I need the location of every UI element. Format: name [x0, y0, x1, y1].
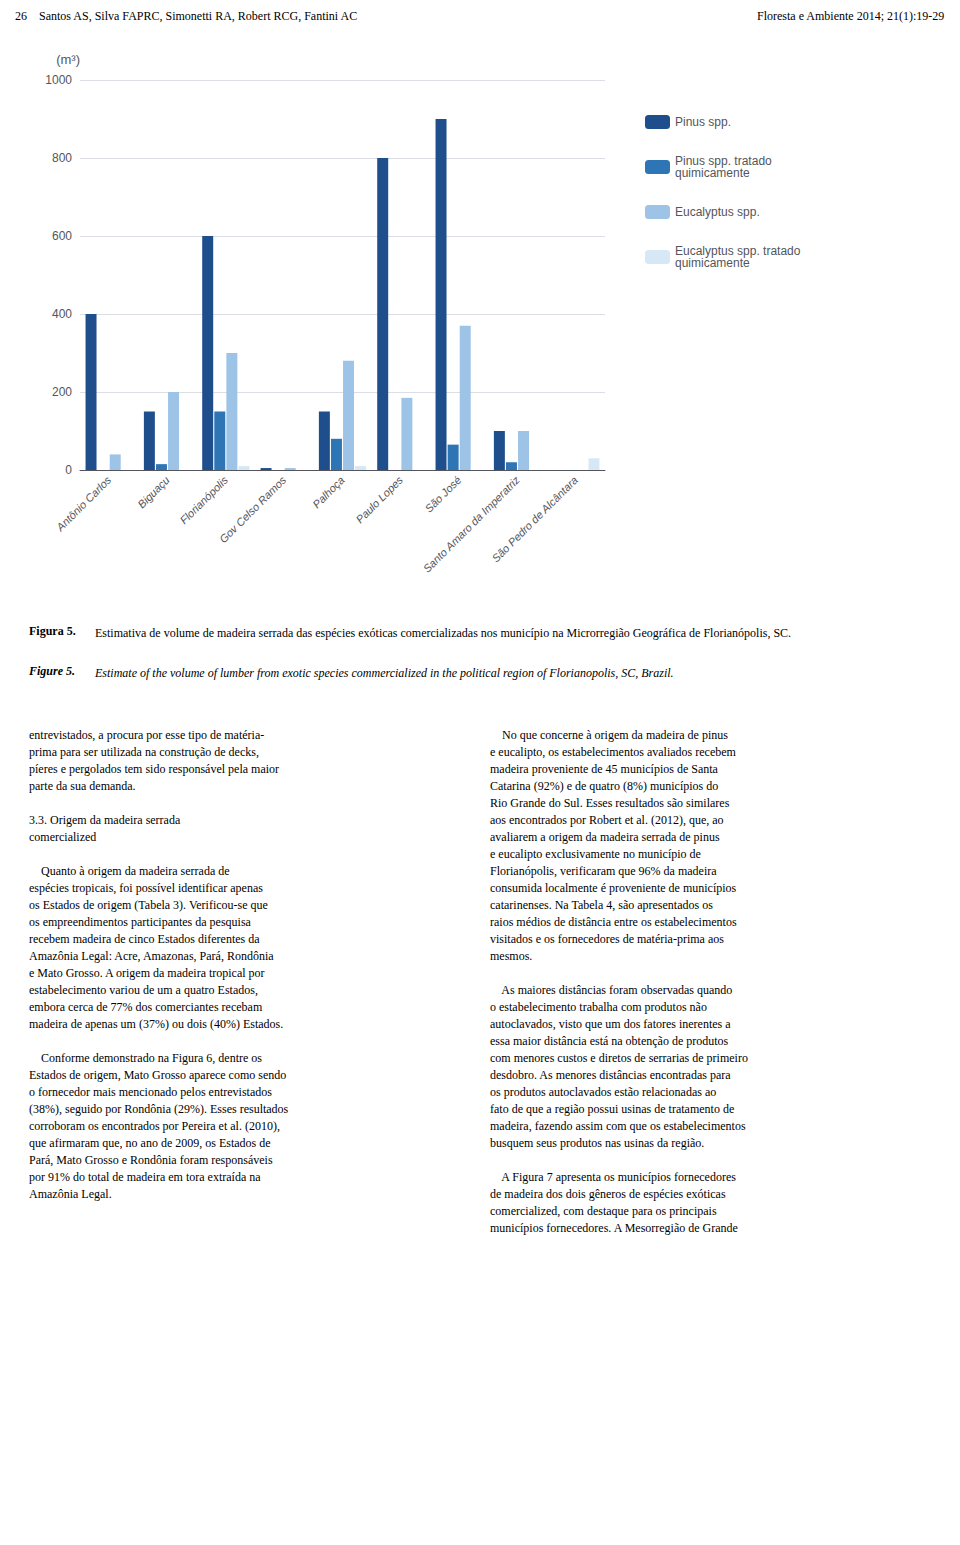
svg-text:Pará, Mato Grosso e Rondônia f: Pará, Mato Grosso e Rondônia foram respo… [29, 1153, 273, 1167]
svg-text:Antônio Carlos: Antônio Carlos [53, 473, 113, 533]
svg-text:comercialized: comercialized [29, 830, 96, 844]
svg-text:Figure 5.: Figure 5. [28, 664, 75, 678]
svg-text:autoclavados, visto que um dos: autoclavados, visto que um dos fatores i… [490, 1017, 731, 1031]
svg-text:São Pedro de Alcântara: São Pedro de Alcântara [489, 474, 580, 565]
svg-text:com menores custos e diretos d: com menores custos e diretos de serraria… [490, 1051, 748, 1065]
svg-text:madeira de apenas um (37%) ou: madeira de apenas um (37%) ou dois (40%)… [29, 1017, 283, 1031]
svg-text:600: 600 [52, 229, 72, 243]
svg-text:madeira proveniente de 45 muni: madeira proveniente de 45 municípios de … [490, 762, 719, 776]
svg-text:estabelecimento variou de um a: estabelecimento variou de um a quatro Es… [29, 983, 258, 997]
svg-text:Amazônia Legal: Acre, Amazonas: Amazônia Legal: Acre, Amazonas, Pará, Ro… [29, 949, 274, 963]
svg-text:Estimate of the volume of lumb: Estimate of the volume of lumber from ex… [94, 666, 674, 680]
svg-text:Pinus spp. tratado: Pinus spp. tratado [675, 154, 772, 168]
svg-text:Biguaçu: Biguaçu [135, 474, 172, 511]
svg-text:Eucalyptus spp. tratado: Eucalyptus spp. tratado [675, 244, 801, 258]
svg-text:prima para ser utilizada na co: prima para ser utilizada na construção d… [29, 745, 259, 759]
svg-text:Eucalyptus spp.: Eucalyptus spp. [675, 205, 760, 219]
svg-text:Gov Celso Ramos: Gov Celso Ramos [217, 473, 289, 545]
svg-text:800: 800 [52, 151, 72, 165]
svg-text:entrevistados, a procura por e: entrevistados, a procura por esse tipo d… [29, 728, 264, 742]
svg-text:os produtos autoclavados estão: os produtos autoclavados estão relaciona… [490, 1085, 716, 1099]
svg-text:As maiores distâncias foram ob: As maiores distâncias foram observadas q… [490, 983, 732, 997]
svg-text:píeres e pergolados tem sido r: píeres e pergolados tem sido responsável… [29, 762, 279, 776]
svg-text:recebem madeira de cinco Estad: recebem madeira de cinco Estados diferen… [29, 932, 260, 946]
svg-text:Estimativa de volume de madeir: Estimativa de volume de madeira serrada … [95, 626, 791, 640]
svg-text:26 Santos AS, Silva FAPRC,: 26 Santos AS, Silva FAPRC, Simonetti RA,… [15, 9, 357, 23]
svg-text:catarinenses. Na Tabela 4, são: catarinenses. Na Tabela 4, são apresenta… [490, 898, 713, 912]
svg-text:e eucalipto, os estabeleciment: e eucalipto, os estabelecimentos avaliad… [490, 745, 737, 759]
svg-text:os Estados de origem (Tabela 3: os Estados de origem (Tabela 3). Verific… [29, 898, 268, 912]
svg-text:quimicamente: quimicamente [675, 166, 750, 180]
svg-text:embora cerca de 77% dos comerc: embora cerca de 77% dos comerciantes rec… [29, 1000, 263, 1014]
svg-text:espécies tropicais, foi possív: espécies tropicais, foi possível identif… [29, 881, 263, 895]
svg-text:e Mato Grosso. A origem da mad: e Mato Grosso. A origem da madeira tropi… [29, 966, 265, 980]
svg-text:parte da sua demanda.: parte da sua demanda. [29, 779, 136, 793]
svg-text:o fornecedor mais mencionado p: o fornecedor mais mencionado pelos entre… [29, 1085, 272, 1099]
svg-text:A Figura 7 apresenta os municí: A Figura 7 apresenta os municípios forne… [490, 1170, 736, 1184]
svg-text:0: 0 [65, 463, 72, 477]
svg-text:Palhoça: Palhoça [310, 474, 347, 511]
svg-text:Amazônia Legal.: Amazônia Legal. [29, 1187, 112, 1201]
svg-text:Quanto à origem da madeira ser: Quanto à origem da madeira serrada de [29, 864, 230, 878]
svg-text:fato de que a região possui us: fato de que a região possui usinas de tr… [490, 1102, 734, 1116]
svg-text:Florianópolis, verificaram que: Florianópolis, verificaram que 96% da ma… [490, 864, 717, 878]
svg-text:e eucalipto exclusivamente no: e eucalipto exclusivamente no município … [490, 847, 701, 861]
svg-text:São José: São José [423, 474, 464, 515]
svg-text:No que concerne à origem da ma: No que concerne à origem da madeira de p… [490, 728, 728, 742]
svg-text:(m³): (m³) [56, 52, 80, 67]
svg-text:(38%), seguido por Rondônia (2: (38%), seguido por Rondônia (29%). Esses… [29, 1102, 289, 1116]
svg-text:Catarina (92%) e de quatro (8%: Catarina (92%) e de quatro (8%) municípi… [490, 779, 718, 793]
svg-text:Paulo Lopes: Paulo Lopes [353, 473, 405, 525]
svg-text:visitados e os fornecedores de: visitados e os fornecedores de matéria-p… [490, 932, 724, 946]
svg-text:que afirmaram que, no ano de 2: que afirmaram que, no ano de 2009, os Es… [29, 1136, 271, 1150]
svg-text:Conforme demonstrado na Figura: Conforme demonstrado na Figura 6, dentre… [29, 1051, 262, 1065]
svg-text:Floresta e Ambiente 2014; 21(1: Floresta e Ambiente 2014; 21(1):19-29 [757, 9, 944, 23]
svg-text:aos encontrados por Robert et: aos encontrados por Robert et al. (2012)… [490, 813, 724, 827]
svg-text:de madeira dos dois gêneros de: de madeira dos dois gêneros de espécies … [490, 1187, 726, 1201]
svg-text:desdobro. As menores distância: desdobro. As menores distâncias encontra… [490, 1068, 731, 1082]
svg-text:municípios fornecedores. A Mes: municípios fornecedores. A Mesorregião d… [490, 1221, 738, 1235]
svg-text:corroboram os encontrados por: corroboram os encontrados por Pereira et… [29, 1119, 280, 1133]
svg-text:400: 400 [52, 307, 72, 321]
svg-text:3.3. Origem da madeira serrada: 3.3. Origem da madeira serrada [29, 813, 181, 827]
svg-text:Santo Amaro da Imperatriz: Santo Amaro da Imperatriz [421, 473, 522, 574]
svg-text:avaliarem a origem da madeira: avaliarem a origem da madeira serrada de… [490, 830, 720, 844]
svg-text:Rio Grande do Sul. Esses resul: Rio Grande do Sul. Esses resultados são … [490, 796, 730, 810]
svg-text:mesmos.: mesmos. [490, 949, 532, 963]
svg-text:raios médios de distância entr: raios médios de distância entre os estab… [490, 915, 737, 929]
svg-text:consumida localmente é proveni: consumida localmente é proveniente de mu… [490, 881, 737, 895]
svg-text:madeira, fazendo assim com que: madeira, fazendo assim com que os estabe… [490, 1119, 746, 1133]
svg-text:1000: 1000 [45, 73, 72, 87]
svg-text:Estados de origem, Mato Grosso: Estados de origem, Mato Grosso aparece c… [29, 1068, 286, 1082]
svg-text:Figura 5.: Figura 5. [29, 624, 76, 638]
svg-text:essa maior distância está na o: essa maior distância está na obtenção de… [490, 1034, 729, 1048]
svg-text:quimicamente: quimicamente [675, 256, 750, 270]
svg-text:Pinus spp.: Pinus spp. [675, 115, 731, 129]
svg-text:200: 200 [52, 385, 72, 399]
svg-text:busquem seus produtos nas usin: busquem seus produtos nas usinas da regi… [490, 1136, 704, 1150]
svg-text:por 91% do total de madeira em: por 91% do total de madeira em tora extr… [29, 1170, 261, 1184]
svg-text:o estabelecimento trabalha com: o estabelecimento trabalha com produtos … [490, 1000, 707, 1014]
svg-text:Florianópolis: Florianópolis [178, 473, 231, 526]
svg-text:comercialized, com destaque pa: comercialized, com destaque para os prin… [490, 1204, 717, 1218]
svg-text:os empreendimentos participant: os empreendimentos participantes da pesq… [29, 915, 252, 929]
